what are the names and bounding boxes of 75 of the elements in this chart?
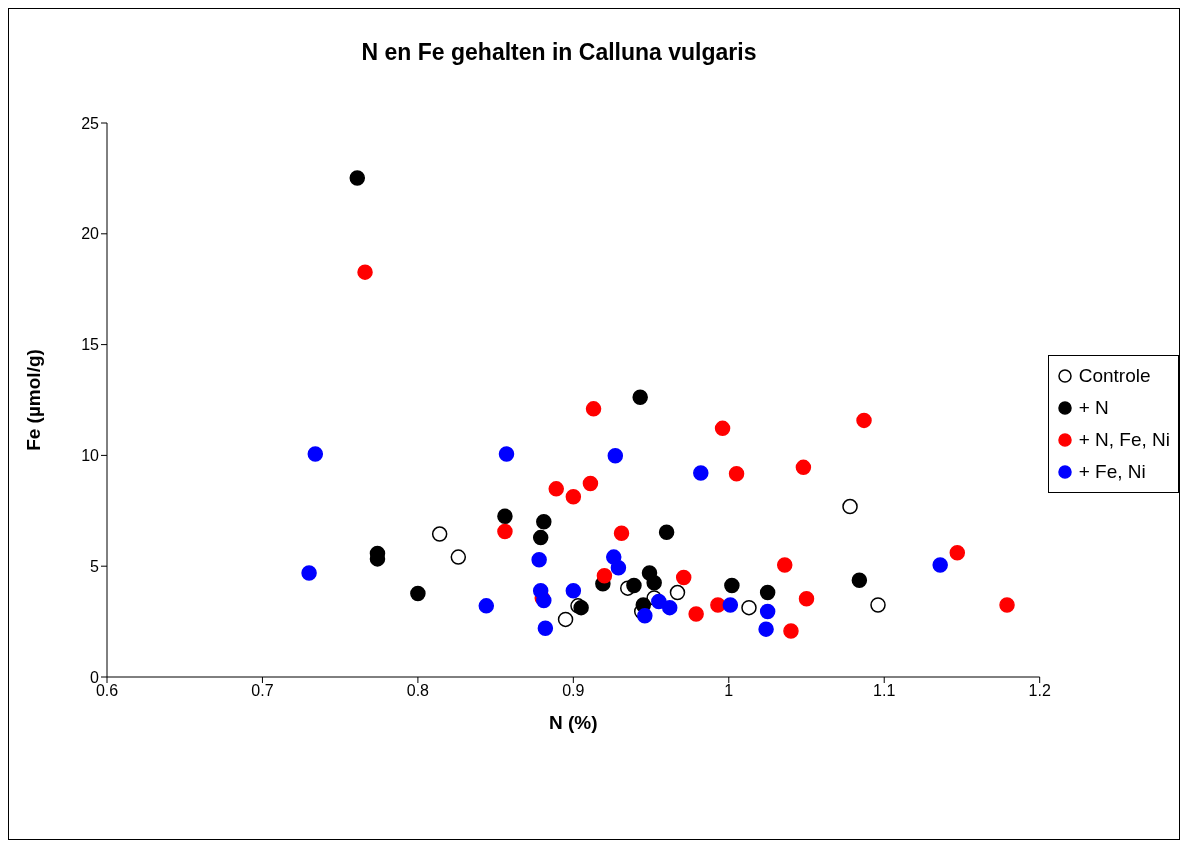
point bbox=[758, 621, 774, 637]
point bbox=[759, 584, 776, 601]
point bbox=[932, 557, 948, 573]
point bbox=[724, 577, 740, 594]
point bbox=[637, 608, 653, 624]
y-axis-title: Fe (µmol/g) bbox=[22, 349, 44, 451]
x-tick-label: 1.2 bbox=[1028, 682, 1051, 700]
point bbox=[301, 565, 317, 581]
point bbox=[532, 529, 549, 546]
point bbox=[651, 593, 667, 610]
x-tick-label: 0.8 bbox=[406, 682, 430, 700]
point bbox=[999, 597, 1015, 613]
point bbox=[537, 620, 554, 636]
point bbox=[658, 524, 675, 541]
point bbox=[531, 552, 547, 568]
legend-label: + Fe, Ni bbox=[1078, 461, 1146, 483]
point bbox=[536, 513, 552, 530]
point bbox=[870, 597, 886, 613]
legend-label: Controle bbox=[1078, 365, 1151, 387]
point bbox=[410, 585, 426, 602]
point bbox=[613, 525, 630, 541]
x-tick-label: 1 bbox=[724, 682, 734, 700]
point bbox=[722, 597, 739, 613]
point bbox=[497, 523, 513, 540]
x-tick-label: 1.1 bbox=[873, 682, 896, 700]
point bbox=[783, 623, 799, 639]
point bbox=[675, 569, 692, 586]
legend-label: + N, Fe, Ni bbox=[1078, 429, 1170, 451]
point bbox=[856, 412, 872, 429]
point bbox=[610, 560, 627, 576]
point bbox=[632, 389, 648, 406]
legend-label: + N bbox=[1078, 397, 1109, 419]
y-tick-label: 25 bbox=[81, 114, 100, 132]
point bbox=[669, 584, 686, 601]
point bbox=[728, 466, 745, 482]
point bbox=[557, 611, 574, 628]
y-tick-label: 15 bbox=[81, 336, 100, 354]
point bbox=[851, 572, 868, 588]
x-tick-label: 0.9 bbox=[562, 682, 585, 700]
point bbox=[641, 565, 658, 581]
point bbox=[497, 508, 513, 525]
point bbox=[842, 498, 858, 515]
point bbox=[741, 599, 757, 616]
point bbox=[307, 446, 324, 462]
point bbox=[693, 465, 709, 481]
point bbox=[798, 591, 815, 607]
point bbox=[661, 599, 678, 616]
point bbox=[582, 475, 599, 492]
point bbox=[565, 489, 582, 505]
point bbox=[498, 446, 515, 462]
point bbox=[626, 577, 642, 594]
point bbox=[585, 401, 602, 417]
point bbox=[478, 598, 495, 614]
point bbox=[450, 549, 467, 565]
point bbox=[565, 583, 582, 599]
x-tick-label: 0.6 bbox=[95, 682, 119, 700]
point bbox=[714, 420, 731, 437]
point bbox=[596, 567, 613, 584]
chart-title: N en Fe gehalten in Calluna vulgaris bbox=[360, 39, 758, 66]
point bbox=[949, 544, 966, 561]
point bbox=[688, 606, 704, 622]
y-tick-label: 10 bbox=[81, 447, 100, 465]
point bbox=[349, 170, 366, 186]
y-tick-label: 20 bbox=[81, 225, 100, 243]
x-tick-label: 0.7 bbox=[251, 682, 274, 700]
y-tick-label: 5 bbox=[90, 557, 100, 575]
point bbox=[795, 459, 812, 476]
point bbox=[759, 603, 776, 620]
point bbox=[431, 526, 448, 542]
point bbox=[776, 557, 793, 573]
point bbox=[607, 448, 624, 464]
point bbox=[357, 264, 373, 280]
x-axis-title: N (%) bbox=[549, 712, 598, 733]
point bbox=[548, 481, 564, 497]
point bbox=[710, 597, 726, 613]
